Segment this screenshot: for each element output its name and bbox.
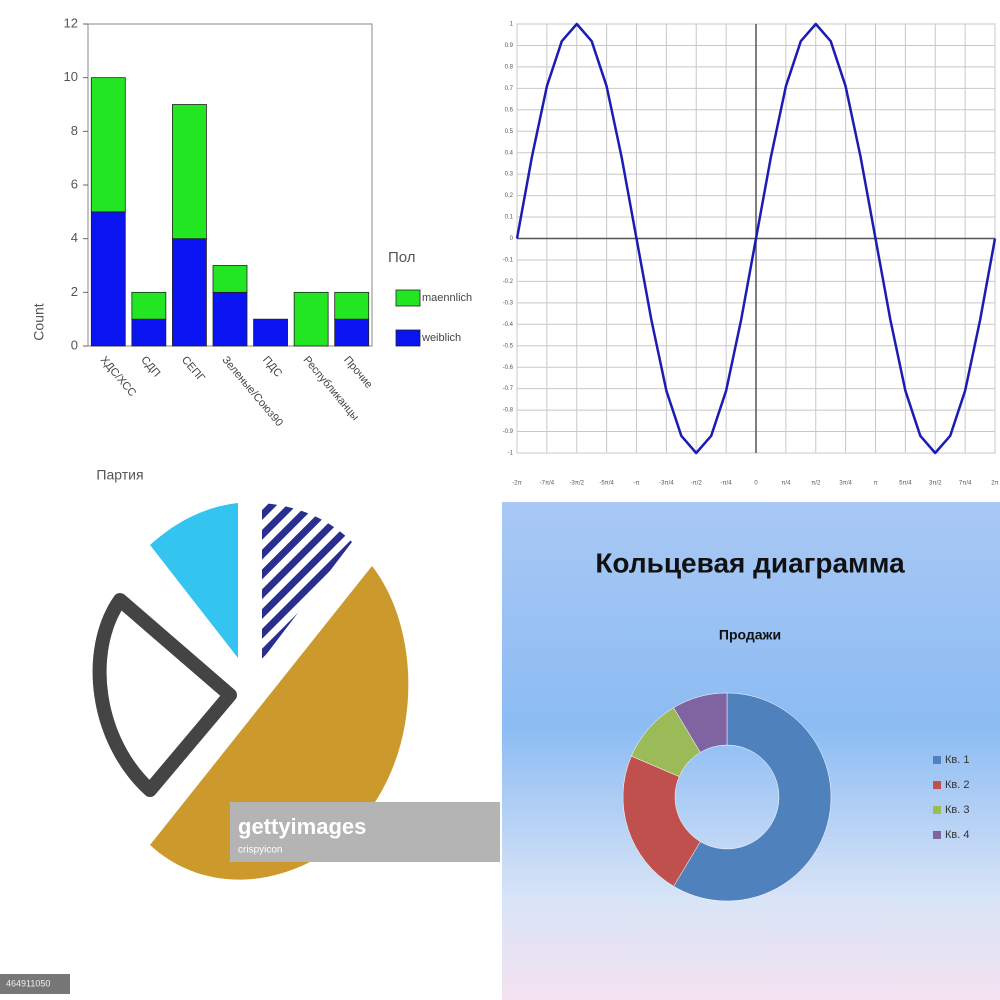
y-tick-label: -1: [508, 451, 514, 457]
x-tick-label: 2π: [991, 481, 998, 487]
y-tick-label: 0.7: [505, 86, 514, 92]
legend-swatch: [933, 781, 941, 789]
y-tick-label: 6: [71, 176, 78, 191]
x-tick-label: 3π/2: [929, 481, 942, 487]
y-tick-label: 0.8: [505, 64, 514, 70]
donut-slice: [673, 692, 728, 753]
y-tick-label: -0.1: [503, 258, 514, 264]
legend-label: Кв. 1: [945, 754, 969, 766]
x-tick-label: 3π/4: [839, 481, 852, 487]
watermark: gettyimages: [238, 814, 366, 839]
y-tick-label: -0.7: [503, 386, 514, 392]
pie-piece: [262, 503, 352, 660]
legend-swatch: [933, 806, 941, 814]
bar-segment: [334, 318, 370, 347]
bar-segment: [90, 77, 126, 213]
y-tick-label: -0.9: [503, 429, 514, 435]
bar-segment: [253, 318, 288, 347]
bar-segment: [131, 318, 167, 347]
image-id: 464911050: [6, 978, 50, 988]
bar-segment: [172, 238, 207, 347]
bar-segment: [293, 291, 329, 347]
pie-piece: [150, 566, 409, 880]
y-tick-label: 0.3: [505, 172, 514, 178]
y-tick-label: -0.2: [503, 279, 514, 285]
x-tick-label: 5π/4: [899, 481, 912, 487]
x-tick-label: -3π/4: [659, 481, 674, 487]
x-tick-label: π/2: [811, 481, 821, 487]
y-tick-label: 0.4: [505, 150, 514, 156]
chart-subtitle: Продажи: [719, 627, 781, 643]
x-tick-label: -2π: [512, 481, 521, 487]
y-tick-label: 4: [71, 230, 78, 245]
bar-segment: [334, 291, 370, 320]
legend-swatch: [395, 329, 421, 347]
x-tick-label: -π/4: [721, 481, 733, 487]
legend-title: Пол: [388, 249, 416, 266]
y-tick-label: 0: [510, 236, 514, 242]
y-tick-label: 0.1: [505, 215, 514, 221]
pie-piece: [92, 593, 237, 797]
y-tick-label: 0.6: [505, 107, 514, 113]
y-tick-label: 0.5: [505, 129, 514, 135]
x-tick-label: 7π/4: [959, 481, 972, 487]
donut-slice: [673, 692, 832, 902]
chart-title: Кольцевая диаграмма: [595, 547, 905, 578]
y-tick-label: 8: [71, 123, 78, 138]
bar-segment: [90, 211, 126, 347]
y-tick-label: 0.9: [505, 43, 514, 49]
bar-segment: [172, 104, 207, 240]
y-tick-label: 1: [510, 22, 514, 28]
legend-label: Кв. 3: [945, 804, 969, 816]
watermark-banner: [230, 802, 500, 862]
legend-label: weiblich: [421, 332, 461, 344]
x-tick-label: -7π/4: [540, 481, 555, 487]
y-tick-label: 2: [71, 284, 78, 299]
pie-piece: [150, 503, 238, 658]
y-tick-label: -0.8: [503, 408, 514, 414]
legend-swatch: [933, 831, 941, 839]
y-tick-label: 12: [64, 15, 78, 30]
x-tick-label: -3π/2: [570, 481, 585, 487]
y-tick-label: 10: [64, 69, 78, 84]
x-axis-label: Партия: [96, 467, 143, 483]
stock-pie-image: gettyimages crispyicon 464911050: [0, 503, 500, 994]
x-tick-label: π: [873, 481, 877, 487]
y-axis-label: Count: [31, 303, 47, 340]
bar-segment: [212, 265, 248, 293]
y-tick-label: -0.3: [503, 300, 514, 306]
line-series: [515, 22, 997, 455]
y-tick-label: 0: [71, 337, 78, 352]
legend-label: Кв. 2: [945, 779, 969, 791]
y-tick-label: -0.5: [503, 343, 514, 349]
x-tick-label: 0: [754, 481, 758, 487]
id-box: [0, 974, 70, 994]
x-tick-label: π/4: [781, 481, 791, 487]
legend-label: Кв. 4: [945, 829, 969, 841]
legend-swatch: [395, 289, 421, 307]
x-tick-label: -π/2: [691, 481, 703, 487]
y-tick-label: -0.6: [503, 365, 514, 371]
y-tick-label: -0.4: [503, 322, 514, 328]
x-tick-label: -π: [633, 481, 639, 487]
x-tick-label: -5π/4: [599, 481, 614, 487]
legend-label: maennlich: [422, 292, 472, 304]
donut-slice: [622, 755, 701, 887]
credit: crispyicon: [238, 845, 282, 856]
legend-swatch: [933, 756, 941, 764]
y-tick-label: 0.2: [505, 193, 514, 199]
bar-segment: [131, 291, 167, 320]
bar-segment: [212, 291, 248, 347]
